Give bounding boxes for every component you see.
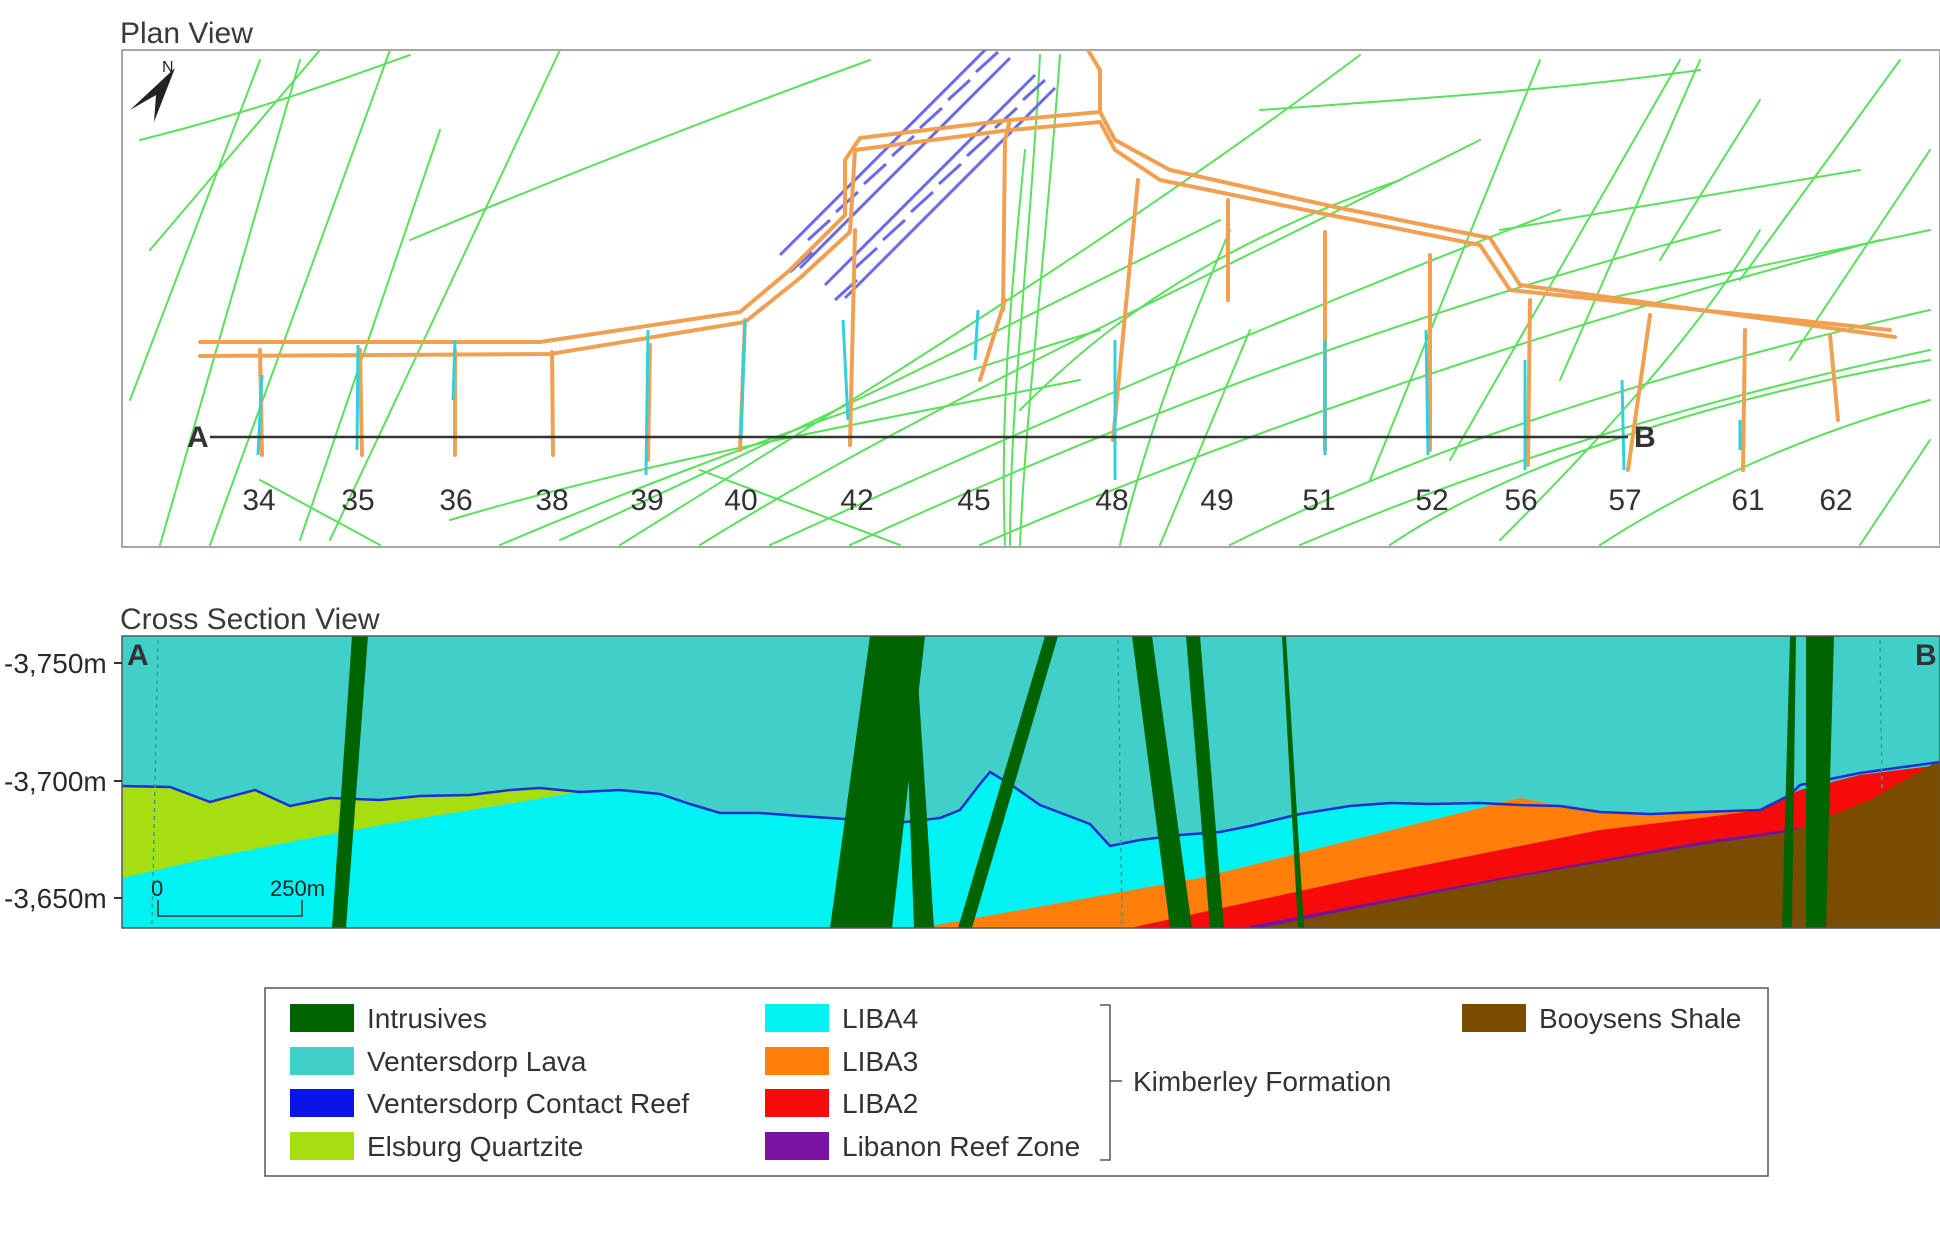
legend-label-intrusives: Intrusives bbox=[367, 1003, 487, 1034]
north-label: N bbox=[162, 59, 174, 76]
level-label-48: 48 bbox=[1095, 484, 1128, 517]
legend-swatch-liba4 bbox=[765, 1004, 829, 1032]
legend-label-libanon-reef-zone: Libanon Reef Zone bbox=[842, 1131, 1080, 1162]
level-label-51: 51 bbox=[1302, 484, 1335, 517]
scale-end-label: 250m bbox=[270, 876, 325, 901]
borehole-traces bbox=[256, 309, 1742, 480]
legend-label-ventersdorp-lava: Ventersdorp Lava bbox=[367, 1046, 587, 1077]
level-labels: 34 35 36 38 39 40 42 45 48 49 51 52 56 57 61 62 bbox=[242, 484, 1852, 517]
depth-label-3700: -3,700m bbox=[4, 766, 107, 797]
depth-label-3750: -3,750m bbox=[4, 648, 107, 679]
cross-section-label-a: A bbox=[127, 639, 149, 672]
cross-section: A B -3,750m -3,700m -3,650m 0 250m bbox=[4, 635, 1940, 929]
level-label-39: 39 bbox=[630, 484, 663, 517]
booysens-shale-layer bbox=[1260, 760, 1940, 928]
legend-swatch-elsburg-quartzite bbox=[290, 1132, 354, 1160]
fault-lineaments bbox=[129, 50, 1931, 546]
level-label-34: 34 bbox=[242, 484, 275, 517]
legend-swatch-liba3 bbox=[765, 1047, 829, 1075]
legend-swatch-liba2 bbox=[765, 1089, 829, 1117]
level-label-52: 52 bbox=[1415, 484, 1448, 517]
level-label-57: 57 bbox=[1608, 484, 1641, 517]
depth-label-3650: -3,650m bbox=[4, 883, 107, 914]
level-label-42: 42 bbox=[840, 484, 873, 517]
level-label-35: 35 bbox=[341, 484, 374, 517]
elsburg-quartzite-layer bbox=[122, 786, 580, 878]
scale-bar: 0 250m bbox=[151, 876, 325, 917]
scale-zero-label: 0 bbox=[151, 876, 163, 901]
legend-swatch-ventersdorp-contact-reef bbox=[290, 1089, 354, 1117]
ventersdorp-contact-reef-line bbox=[122, 760, 1940, 848]
legend-swatch-booysens-shale bbox=[1462, 1004, 1526, 1032]
shaft-infrastructure bbox=[778, 50, 1057, 302]
level-label-61: 61 bbox=[1731, 484, 1764, 517]
kimberley-bracket bbox=[1100, 1004, 1111, 1161]
north-arrow-icon: N bbox=[130, 59, 175, 122]
legend-label-ventersdorp-contact-reef: Ventersdorp Contact Reef bbox=[367, 1088, 689, 1119]
plan-view-map: A B N 34 35 36 38 39 40 42 45 48 49 51 52 56 57 61 62 bbox=[121, 49, 1940, 548]
kimberley-formation-label: Kimberley Formation bbox=[1133, 1066, 1391, 1097]
legend-label-liba4: LIBA4 bbox=[842, 1003, 918, 1034]
legend-label-liba2: LIBA2 bbox=[842, 1088, 918, 1119]
legend-label-elsburg-quartzite: Elsburg Quartzite bbox=[367, 1131, 583, 1162]
legend-label-liba3: LIBA3 bbox=[842, 1046, 918, 1077]
level-label-49: 49 bbox=[1200, 484, 1233, 517]
level-label-36: 36 bbox=[439, 484, 472, 517]
section-label-b: B bbox=[1634, 421, 1656, 454]
cross-section-label-b: B bbox=[1915, 639, 1937, 672]
legend-swatch-ventersdorp-lava bbox=[290, 1047, 354, 1075]
intrusive-dykes bbox=[332, 636, 1834, 928]
legend: Intrusives Ventersdorp Lava Ventersdorp Co… bbox=[264, 987, 1769, 1177]
level-label-40: 40 bbox=[724, 484, 757, 517]
level-label-45: 45 bbox=[957, 484, 990, 517]
depth-axis: -3,750m -3,700m -3,650m bbox=[4, 648, 122, 914]
trace-lines bbox=[151, 639, 1883, 927]
level-label-38: 38 bbox=[535, 484, 568, 517]
level-label-62: 62 bbox=[1819, 484, 1852, 517]
legend-label-booysens-shale: Booysens Shale bbox=[1539, 1003, 1741, 1034]
plan-view-title: Plan View bbox=[120, 17, 253, 50]
level-label-56: 56 bbox=[1504, 484, 1537, 517]
legend-swatch-libanon-reef-zone bbox=[765, 1132, 829, 1160]
section-label-a: A bbox=[187, 421, 209, 454]
legend-swatch-intrusives bbox=[290, 1004, 354, 1032]
cross-section-title: Cross Section View bbox=[120, 603, 380, 636]
